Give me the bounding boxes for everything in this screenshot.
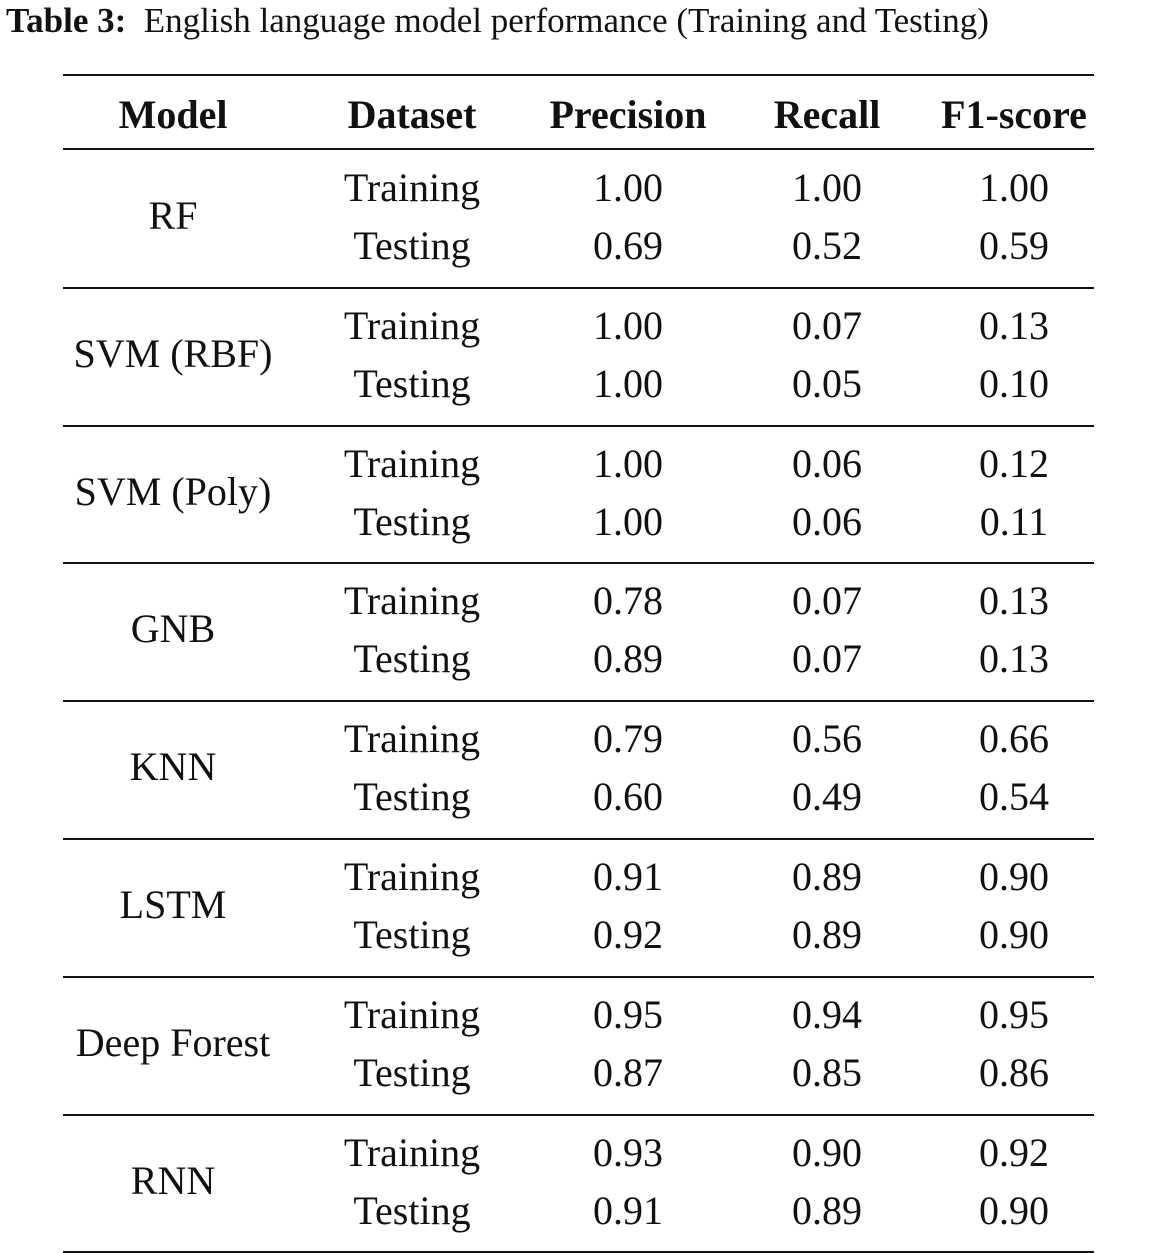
metric-cell: 1.00 [593, 165, 663, 210]
dataset-cell: Training [343, 440, 481, 486]
dataset-cell: Testing [353, 498, 471, 544]
table-rule [63, 424, 1094, 427]
metric-cell: 0.93 [593, 1129, 663, 1175]
metric-cell: 0.06 [792, 440, 862, 486]
metric-cell: 0.13 [979, 578, 1049, 624]
dataset-cell: Testing [353, 1049, 471, 1095]
metric-cell: 0.95 [593, 991, 663, 1037]
metric-cell: 0.90 [979, 912, 1049, 957]
metric-cell: 1.00 [792, 165, 862, 210]
table-rule [63, 148, 1094, 150]
metric-cell: 0.69 [593, 223, 663, 268]
dataset-cell: Training [343, 578, 481, 624]
metric-cell: 0.05 [792, 360, 862, 406]
metric-cell: 0.89 [792, 1187, 862, 1233]
caption-text: English language model performance (Trai… [143, 1, 989, 40]
table-rule [63, 1113, 1094, 1116]
dataset-cell: Training [343, 1129, 481, 1175]
metric-cell: 0.56 [792, 716, 862, 762]
table-rule [63, 975, 1094, 978]
metric-cell: 0.94 [792, 991, 862, 1037]
metric-cell: 0.87 [593, 1049, 663, 1095]
table-rule [63, 74, 1094, 76]
table-rule [63, 562, 1094, 565]
metric-cell: 0.90 [979, 854, 1049, 899]
metric-cell: 0.06 [792, 498, 862, 544]
model-name: GNB [130, 606, 216, 652]
metric-cell: 0.86 [979, 1049, 1049, 1095]
metric-cell: 0.52 [792, 223, 862, 268]
metric-cell: 0.12 [979, 440, 1049, 486]
column-header: Precision [549, 92, 707, 137]
metric-cell: 0.07 [792, 302, 862, 348]
dataset-cell: Testing [353, 774, 471, 820]
metric-cell: 1.00 [979, 165, 1049, 210]
metric-cell: 0.13 [979, 302, 1049, 348]
caption: Table 3: English language model performa… [6, 0, 989, 42]
model-name: Deep Forest [75, 1019, 271, 1065]
dataset-cell: Training [343, 302, 481, 348]
model-name: RF [148, 193, 198, 238]
metric-cell: 0.59 [979, 223, 1049, 268]
metric-cell: 0.49 [792, 774, 862, 820]
metric-cell: 0.89 [792, 912, 862, 957]
dataset-cell: Training [343, 716, 481, 762]
metric-cell: 1.00 [593, 440, 663, 486]
metric-cell: 0.66 [979, 716, 1049, 762]
table-rule [63, 286, 1094, 289]
metric-cell: 0.85 [792, 1049, 862, 1095]
dataset-cell: Training [343, 854, 481, 899]
metric-cell: 1.00 [593, 302, 663, 348]
dataset-cell: Testing [353, 1187, 471, 1233]
metric-cell: 0.89 [792, 854, 862, 899]
metric-cell: 0.95 [979, 991, 1049, 1037]
metric-cell: 0.90 [979, 1187, 1049, 1233]
metric-cell: 0.90 [792, 1129, 862, 1175]
metric-cell: 1.00 [593, 360, 663, 406]
dataset-cell: Testing [353, 912, 471, 957]
metric-cell: 0.13 [979, 636, 1049, 682]
metric-cell: 1.00 [593, 498, 663, 544]
column-header: Model [118, 92, 228, 137]
model-name: KNN [129, 744, 217, 790]
model-name: RNN [130, 1157, 216, 1203]
metric-cell: 0.79 [593, 716, 663, 762]
metric-cell: 0.07 [792, 578, 862, 624]
dataset-cell: Training [343, 165, 481, 210]
dataset-cell: Testing [353, 636, 471, 682]
metric-cell: 0.91 [593, 854, 663, 899]
dataset-cell: Testing [353, 223, 471, 268]
caption-label: Table 3: [6, 1, 127, 40]
metric-cell: 0.54 [979, 774, 1049, 820]
model-name: LSTM [119, 882, 227, 927]
metric-cell: 0.11 [979, 498, 1049, 544]
metric-cell: 0.91 [593, 1187, 663, 1233]
table-rule [63, 700, 1094, 703]
column-header: Dataset [347, 92, 477, 137]
model-name: SVM (RBF) [73, 330, 273, 376]
metric-cell: 0.78 [593, 578, 663, 624]
metric-cell: 0.60 [593, 774, 663, 820]
column-header: F1-score [941, 92, 1087, 137]
table-rule [63, 838, 1094, 840]
metric-cell: 0.07 [792, 636, 862, 682]
metric-cell: 0.92 [979, 1129, 1049, 1175]
dataset-cell: Testing [353, 360, 471, 406]
metric-cell: 0.92 [593, 912, 663, 957]
dataset-cell: Training [343, 991, 481, 1037]
column-header: Recall [773, 92, 881, 137]
model-name: SVM (Poly) [74, 468, 272, 514]
metric-cell: 0.10 [979, 360, 1049, 406]
metric-cell: 0.89 [593, 636, 663, 682]
